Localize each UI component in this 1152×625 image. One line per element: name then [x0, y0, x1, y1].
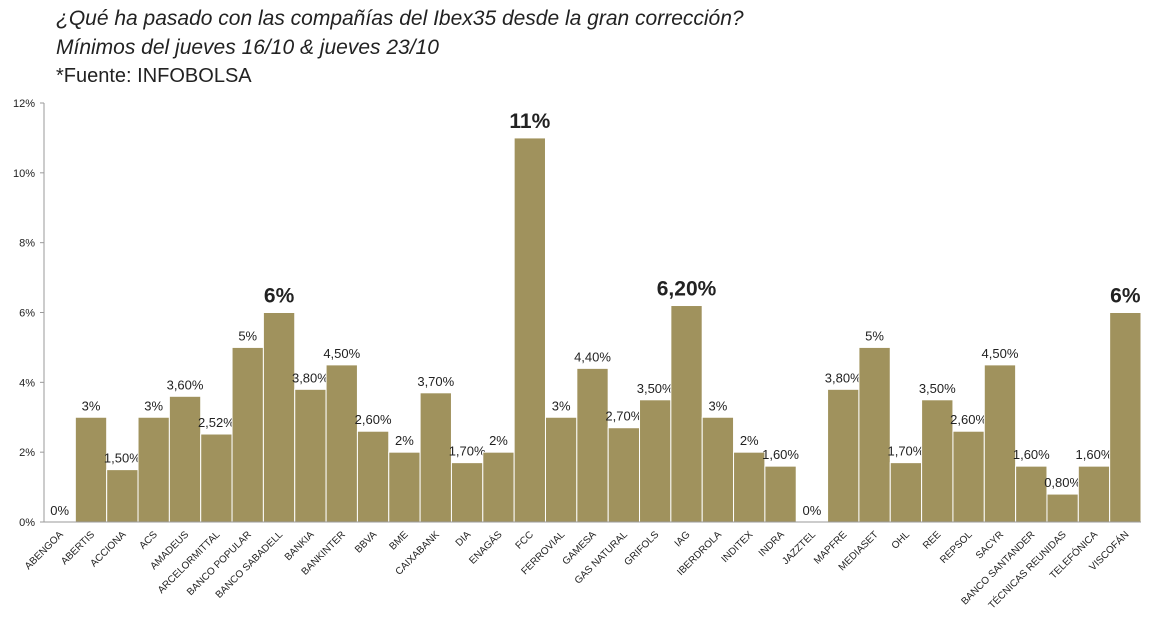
- bar: [764, 465, 797, 523]
- x-tick-label: INDITEX: [720, 529, 756, 565]
- bar: [921, 399, 954, 523]
- x-tick-label: DIA: [454, 529, 474, 549]
- x-tick-label: BME: [387, 529, 410, 552]
- y-tick-label: 2%: [19, 447, 35, 459]
- bar: [1015, 465, 1048, 523]
- data-label: 1,60%: [1013, 447, 1050, 462]
- data-label: 4,40%: [574, 349, 611, 364]
- bar: [106, 469, 139, 523]
- x-tick-label: FCC: [514, 529, 536, 551]
- chart-title-block: ¿Qué ha pasado con las compañías del Ibe…: [56, 4, 744, 91]
- bar: [200, 433, 233, 523]
- data-label: 3,50%: [637, 381, 674, 396]
- x-tick-label: REPSOL: [938, 529, 975, 566]
- bar: [733, 451, 766, 523]
- bar: [983, 364, 1017, 523]
- data-label: 3,70%: [417, 374, 454, 389]
- data-label: 3%: [552, 398, 571, 413]
- bar: [388, 451, 421, 523]
- bar: [701, 416, 735, 523]
- bar: [607, 427, 641, 523]
- x-tick-label: INDRA: [757, 529, 787, 559]
- data-label: 3,80%: [292, 370, 329, 385]
- bar: [544, 416, 578, 523]
- bar: [450, 462, 484, 523]
- y-tick-label: 8%: [19, 238, 35, 250]
- data-label: 0%: [50, 503, 69, 518]
- data-label: 2%: [395, 433, 414, 448]
- data-label: 3%: [144, 398, 163, 413]
- data-label: 3%: [82, 398, 101, 413]
- data-label: 1,60%: [762, 447, 799, 462]
- chart-source: *Fuente: INFOBOLSA: [56, 65, 252, 87]
- x-tick-label: GRIFOLS: [622, 529, 661, 568]
- data-label: 2%: [740, 433, 759, 448]
- bar: [419, 392, 452, 523]
- x-tick-label: BBVA: [353, 529, 379, 555]
- data-label: 2,60%: [950, 412, 987, 427]
- x-tick-label: REE: [921, 529, 944, 552]
- y-tick-label: 0%: [19, 517, 35, 529]
- data-label: 3%: [708, 398, 727, 413]
- data-label: 6,20%: [657, 278, 717, 301]
- bar: [1046, 493, 1079, 523]
- x-tick-label: ENAGÁS: [466, 528, 505, 567]
- bar: [639, 399, 672, 523]
- y-tick-label: 4%: [19, 377, 35, 389]
- data-label: 1,50%: [104, 451, 141, 466]
- x-tick-label: JAZZTEL: [780, 529, 818, 567]
- x-tick-label: IAG: [673, 529, 693, 549]
- bar: [482, 451, 515, 523]
- data-label: 6%: [264, 285, 295, 308]
- data-label: 5%: [238, 328, 257, 343]
- bar: [356, 430, 390, 523]
- y-tick-label: 10%: [13, 168, 35, 180]
- data-label: 5%: [865, 328, 884, 343]
- data-label: 2%: [489, 433, 508, 448]
- bar: [952, 430, 985, 523]
- data-label: 4,50%: [323, 346, 360, 361]
- bar: [576, 367, 609, 523]
- data-label: 6%: [1110, 285, 1141, 308]
- bar: [294, 388, 327, 523]
- bar: [168, 395, 202, 523]
- x-tick-label: ACS: [138, 529, 161, 552]
- data-label: 3,80%: [825, 370, 862, 385]
- bar: [137, 416, 170, 523]
- y-tick-label: 12%: [13, 98, 35, 110]
- data-label: 2,52%: [198, 415, 235, 430]
- bar: [1109, 312, 1142, 523]
- data-label: 11%: [509, 110, 550, 133]
- y-tick-label: 6%: [19, 308, 35, 320]
- bar: [858, 346, 891, 523]
- data-label: 0%: [803, 503, 822, 518]
- data-label: 4,50%: [982, 346, 1019, 361]
- bar: [74, 416, 108, 523]
- bar: [889, 462, 923, 523]
- bar: [262, 312, 296, 523]
- data-label: 3,50%: [919, 381, 956, 396]
- data-label: 1,70%: [449, 444, 486, 459]
- data-label: 0,80%: [1044, 475, 1081, 490]
- chart-subtitle: Mínimos del jueves 16/10 & jueves 23/10: [56, 36, 439, 59]
- x-tick-label: OHL: [890, 529, 913, 552]
- chart-title: ¿Qué ha pasado con las compañías del Ibe…: [56, 7, 744, 30]
- data-label: 1,60%: [1076, 447, 1113, 462]
- bar: [827, 388, 860, 523]
- data-label: 2,70%: [605, 409, 642, 424]
- bar: [1077, 465, 1111, 523]
- bar: [513, 137, 546, 523]
- bar: [670, 305, 703, 523]
- data-label: 1,70%: [887, 444, 924, 459]
- bar: [325, 364, 358, 523]
- bar: [231, 346, 264, 523]
- data-label: 3,60%: [167, 377, 204, 392]
- data-label: 2,60%: [355, 412, 392, 427]
- x-tick-label: ABENGOA: [23, 529, 66, 572]
